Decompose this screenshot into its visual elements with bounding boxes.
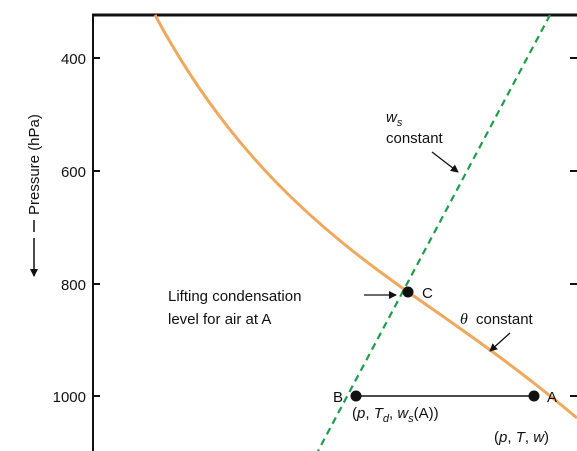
- axis-title: Pressure (hPa): [26, 114, 43, 215]
- point-a-marker: [528, 390, 540, 402]
- point-b-marker: [350, 390, 362, 402]
- point-c-label: C: [422, 285, 433, 302]
- theta-arrow: [489, 332, 511, 352]
- tick-label-800: 800: [61, 277, 86, 294]
- point-a-label: A: [547, 389, 557, 406]
- point-c-marker: [402, 286, 414, 298]
- tick-label-600: 600: [61, 164, 86, 181]
- ws-arrow: [431, 151, 459, 173]
- tick-label-400: 400: [61, 51, 86, 68]
- mixing-ratio-line: [317, 14, 551, 451]
- lcl-label-line2: level for air at A: [168, 311, 271, 328]
- ws-constant-label: constant: [386, 130, 444, 147]
- point-b-label: B: [333, 389, 343, 406]
- dry-adiabat-curve: [153, 14, 577, 420]
- ws-symbol: ws: [386, 109, 403, 129]
- theta-symbol: θ: [460, 311, 468, 328]
- point-a-state-label: (p, T, w): [494, 429, 549, 446]
- lcl-label-line1: Lifting condensation: [168, 288, 301, 305]
- theta-constant-label: constant: [476, 311, 534, 328]
- point-b-state-label: (p, Td, ws(A)): [352, 405, 439, 425]
- tick-label-1000: 1000: [53, 389, 86, 406]
